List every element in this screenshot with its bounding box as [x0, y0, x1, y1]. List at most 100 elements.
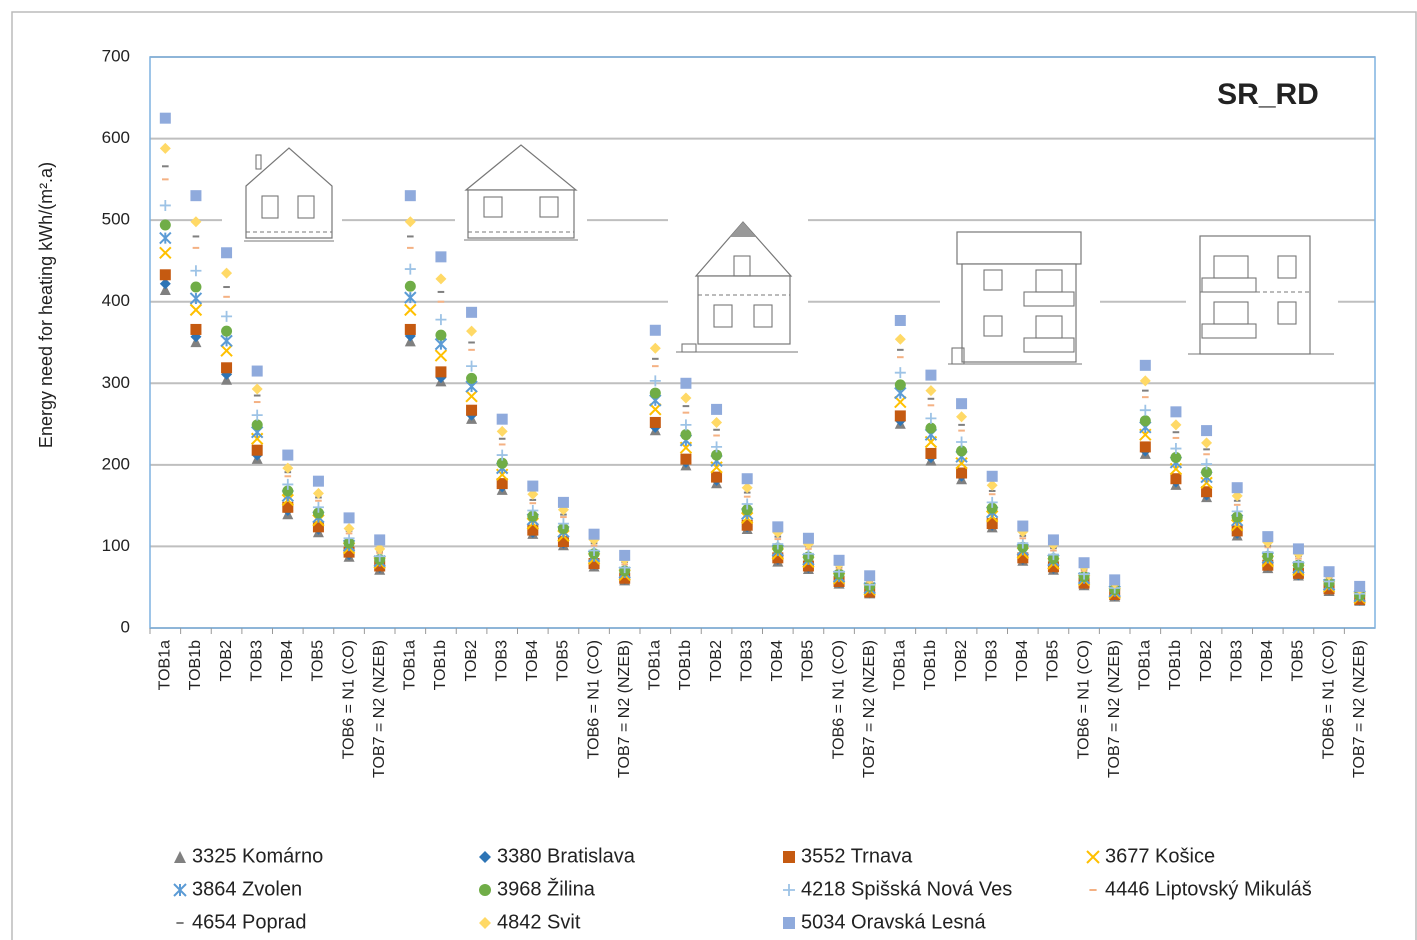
point	[802, 532, 814, 544]
x-tick-label: TOB1a	[647, 640, 664, 691]
point	[894, 410, 906, 422]
point	[986, 479, 998, 491]
y-axis-label: Energy need for heating kWh/(m².a)	[36, 162, 56, 448]
point	[496, 478, 508, 490]
x-tick-label: TOB2	[708, 640, 725, 682]
point	[741, 482, 753, 494]
point	[221, 310, 233, 322]
point	[404, 263, 416, 275]
legend-label: 4218 Spišská Nová Ves	[801, 878, 1012, 900]
point	[190, 265, 202, 277]
point	[711, 403, 723, 415]
point	[894, 333, 906, 345]
point	[925, 385, 937, 397]
x-tick-label: TOB5	[310, 640, 327, 682]
point	[1201, 486, 1213, 498]
y-tick-label: 100	[102, 536, 130, 555]
legend-label: 4654 Poprad	[192, 911, 307, 933]
house-icon	[455, 140, 587, 245]
point	[343, 522, 355, 534]
point	[1139, 359, 1151, 371]
legend-marker	[174, 851, 186, 863]
point	[956, 411, 968, 423]
legend-marker	[783, 917, 795, 929]
x-tick-label: TOB2	[953, 640, 970, 682]
x-tick-label: TOB4	[769, 640, 786, 682]
point	[894, 367, 906, 379]
x-tick-label: TOB4	[1014, 640, 1031, 682]
point	[466, 325, 478, 337]
point	[802, 548, 814, 560]
point	[1170, 419, 1182, 431]
house-icons	[222, 140, 1338, 367]
house-icon	[940, 222, 1100, 367]
x-tick-label: TOB3	[1228, 640, 1245, 682]
point	[1200, 476, 1213, 490]
x-tick-label: TOB1b	[432, 640, 449, 691]
point	[466, 372, 478, 384]
legend-label: 3380 Bratislava	[497, 845, 636, 867]
y-tick-label: 300	[102, 373, 130, 392]
point	[680, 453, 692, 465]
point	[864, 570, 876, 582]
point	[1139, 441, 1151, 453]
point	[680, 392, 692, 404]
x-tick-label: TOB5	[555, 640, 572, 682]
point	[741, 473, 753, 485]
point	[282, 478, 294, 490]
point	[711, 441, 723, 453]
point	[189, 303, 203, 317]
point	[435, 251, 447, 263]
point	[741, 498, 753, 510]
legend-label: 3864 Zvolen	[192, 878, 302, 900]
point	[527, 505, 539, 517]
point	[1201, 425, 1213, 437]
point	[1078, 557, 1090, 569]
point	[1047, 561, 1059, 573]
x-tick-label: TOB4	[1259, 640, 1276, 682]
x-tick-label: TOB6 = N1 (CO)	[1320, 640, 1337, 759]
x-tick-label: TOB1a	[402, 640, 419, 691]
point	[466, 306, 478, 318]
legend-label: 4446 Liptovský Mikuláš	[1105, 878, 1312, 900]
point	[251, 444, 263, 456]
point	[404, 216, 416, 228]
legend-label: 3968 Žilina	[497, 877, 596, 900]
point	[189, 292, 203, 305]
marks	[159, 112, 1366, 606]
point	[1139, 375, 1151, 387]
legend-label: 3552 Trnava	[801, 845, 913, 867]
point	[894, 314, 906, 326]
point	[711, 416, 723, 428]
point	[894, 395, 907, 409]
y-tick-label: 700	[102, 46, 130, 65]
x-tick-label: TOB1a	[1137, 640, 1154, 691]
legend-label: 5034 Oravská Lesná	[801, 911, 986, 933]
point	[1231, 505, 1243, 517]
x-tick-label: TOB2	[218, 640, 235, 682]
point	[312, 521, 324, 533]
house-icon	[222, 140, 342, 245]
point	[282, 485, 294, 497]
legend-marker	[783, 851, 795, 863]
point	[1231, 482, 1243, 494]
point	[772, 552, 784, 564]
house-icon	[668, 215, 808, 360]
point	[404, 280, 416, 292]
point	[956, 445, 968, 457]
point	[343, 546, 355, 558]
point	[1170, 473, 1182, 485]
point	[680, 429, 692, 441]
point	[159, 219, 171, 231]
point	[956, 398, 968, 410]
point	[588, 545, 600, 557]
x-tick-label: TOB7 = N2 (NZEB)	[1106, 640, 1123, 778]
point	[1109, 574, 1121, 586]
point	[1231, 525, 1243, 537]
point	[557, 536, 569, 548]
point	[221, 362, 233, 374]
x-tick-label: TOB3	[248, 640, 265, 682]
legend-label: 3325 Komárno	[192, 845, 323, 867]
point	[190, 323, 202, 335]
